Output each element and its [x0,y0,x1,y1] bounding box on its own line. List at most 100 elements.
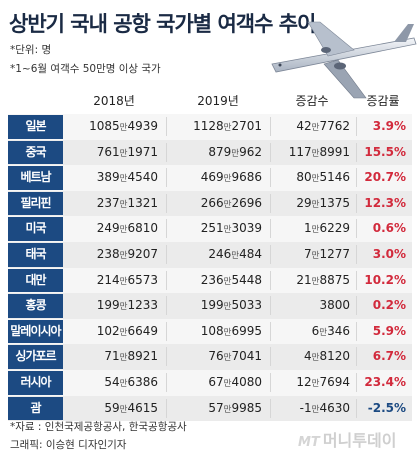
unit-label: 만 [223,404,232,415]
table-row: 미국 249만6810 251만3039 1만6229 0.6% [8,216,412,242]
value-rate: 3.0% [372,246,406,261]
value-change: 12만7694 [296,374,350,389]
airplane-icon [271,21,417,99]
unit-label: 만 [311,148,320,159]
unit-label: 만 [223,302,232,313]
column-divider [356,347,357,367]
value-rate: 0.2% [372,298,406,313]
value-2019: 76만7041 [208,349,262,364]
value-2019: 57만9985 [208,400,262,415]
unit-label: 만 [311,276,320,287]
value-rate: 10.2% [364,272,406,287]
value-2018: 237만1321 [96,195,158,210]
logo-name: 머니투데이 [322,431,397,450]
country-label: 대만 [8,268,63,293]
unit-label: 만 [311,199,320,210]
passenger-table: 2018년 2019년 증감수 증감률 일본 1085만4939 1128만2701… [8,84,412,422]
unit-label: 만 [231,148,240,159]
table-row: 일본 1085만4939 1128만2701 42만7762 3.9% [8,114,412,140]
unit-label: 만 [311,378,320,389]
column-divider [270,372,271,392]
value-rate: 20.7% [364,170,406,185]
value-change: 6만346 [311,323,350,338]
value-2018: 59만4615 [104,400,158,415]
value-change: 29만1375 [296,195,350,210]
unit-label: 만 [119,250,128,261]
column-divider [356,270,357,290]
unit-label: 만 [311,250,320,261]
value-2019: 266만2696 [200,195,262,210]
unit-label: 만 [119,199,128,210]
column-divider [166,193,167,213]
column-divider [270,347,271,367]
column-divider [356,193,357,213]
value-2018: 1085만4939 [89,119,158,133]
unit-label: 만 [311,123,320,133]
unit-label: 만 [119,225,128,236]
value-change: -1만4630 [299,400,350,415]
value-2018: 249만6810 [96,221,158,236]
unit-label: 만 [119,302,128,313]
column-divider [356,321,357,341]
country-label: 홍콩 [8,294,63,318]
header-rate: 증감률 [366,94,400,108]
unit-label: 만 [119,276,128,287]
unit-label: 만 [119,353,128,364]
unit-label: 만 [231,250,240,261]
column-divider [270,117,271,136]
column-divider [166,142,167,162]
table-header: 2018년 2019년 증감수 증감률 [8,84,412,114]
header-2018: 2018년 [93,94,135,108]
value-change: 21만8875 [296,272,350,287]
value-2019: 236만5448 [200,272,262,287]
value-2018: 102만6649 [96,323,158,338]
value-2018: 238만9207 [96,246,158,261]
unit-label: 만 [223,276,232,287]
column-divider [356,372,357,392]
column-divider [356,398,357,418]
table-row: 러시아 54만6386 67만4080 12만7694 23.4% [8,369,412,396]
unit-label: 만 [223,199,232,210]
country-label: 중국 [8,140,63,165]
country-label: 싱가포르 [8,345,63,369]
value-2019: 251만3039 [200,221,262,236]
value-2019: 67만4080 [208,374,262,389]
country-label: 미국 [8,217,63,241]
unit-label: 만 [223,327,232,338]
criteria-note: *1~6월 여객수 50만명 이상 국가 [10,63,161,75]
column-divider [166,219,167,239]
column-divider [166,270,167,290]
unit-label: 만 [311,353,320,364]
unit-label: 만 [311,225,320,236]
column-divider [270,219,271,239]
logo-prefix: MT [298,435,320,450]
table-row: 대만 214만6573 236만5448 21만8875 10.2% [8,267,412,294]
country-label: 괌 [8,396,63,421]
column-divider [270,244,271,264]
unit-label: 만 [223,353,232,364]
value-rate: -2.5% [367,400,406,415]
column-divider [166,117,167,136]
table-row: 싱가포르 71만8921 76만7041 4만8120 6.7% [8,344,412,370]
country-label: 말레이시아 [8,319,63,344]
column-divider [166,372,167,392]
credit-note: 그래픽: 이승현 디자인기자 [10,439,127,451]
column-divider [356,244,357,264]
header-change: 증감수 [295,94,329,108]
table-row: 필리핀 237만1321 266만2696 29만1375 12.3% [8,190,412,217]
value-2019: 1128만2701 [193,119,262,133]
column-divider [270,142,271,162]
column-divider [356,117,357,136]
unit-label: 만 [223,123,232,133]
table-body: 일본 1085만4939 1128만2701 42만7762 3.9% 중국 761만197… [8,114,412,422]
column-divider [270,270,271,290]
column-divider [356,168,357,188]
table-row: 홍콩 199만1233 199만5033 3800 0.2% [8,293,412,319]
value-2018: 389만4540 [96,170,158,185]
value-rate: 12.3% [364,195,406,210]
country-label: 태국 [8,242,63,267]
unit-label: 만 [223,225,232,236]
column-divider [166,398,167,418]
unit-label: 만 [119,404,128,415]
value-change: 7만1277 [303,246,350,261]
